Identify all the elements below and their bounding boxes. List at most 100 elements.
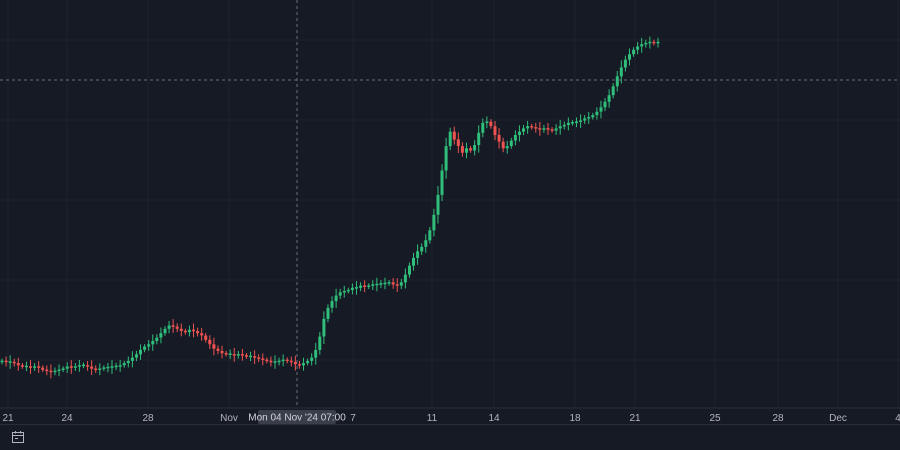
- candle-body: [126, 360, 130, 364]
- candle-up: [607, 89, 611, 108]
- x-tick-label: Dec: [829, 413, 847, 424]
- candle-up: [473, 140, 477, 156]
- candle-body: [171, 325, 175, 327]
- candle-up: [322, 311, 326, 344]
- candle-body: [114, 365, 118, 368]
- x-tick-label: Nov: [220, 413, 238, 424]
- candle-down: [171, 319, 175, 333]
- candle-down: [245, 353, 248, 359]
- candle-body: [110, 366, 114, 368]
- candle-down: [183, 328, 187, 335]
- candle-body: [428, 230, 432, 241]
- candle-up: [611, 83, 615, 99]
- candle-up: [355, 281, 358, 295]
- candle-body: [367, 285, 371, 287]
- candle-down: [37, 361, 41, 373]
- candle-body: [518, 131, 521, 135]
- candle-up: [420, 243, 424, 255]
- candle-body: [355, 287, 358, 289]
- candle-down: [200, 327, 204, 341]
- candle-up: [159, 327, 163, 344]
- candle-up: [432, 208, 436, 237]
- candle-body: [33, 366, 37, 368]
- candle-up: [236, 350, 240, 359]
- candle-up: [591, 112, 595, 120]
- x-tick-label: 18: [569, 413, 581, 424]
- candle-body: [41, 367, 45, 370]
- candle-body: [338, 292, 342, 296]
- candle-body: [53, 370, 57, 373]
- candle-body: [440, 170, 444, 195]
- candle-body: [473, 145, 477, 151]
- candle-up: [143, 344, 147, 353]
- crosshair: [0, 0, 900, 408]
- candle-up: [8, 355, 12, 369]
- candle-up: [575, 117, 578, 128]
- candle-down: [45, 365, 49, 376]
- candle-body: [359, 285, 363, 288]
- candle-up: [167, 321, 171, 334]
- candle-up: [151, 334, 155, 351]
- candle-body: [314, 349, 318, 358]
- x-tick-label: 21: [2, 413, 14, 424]
- candle-down: [391, 278, 395, 289]
- candle-body: [477, 132, 481, 145]
- candle-body: [595, 111, 599, 116]
- candle-up: [281, 354, 285, 367]
- candle-down: [265, 357, 269, 364]
- candle-body: [615, 76, 619, 87]
- candle-body: [228, 353, 232, 355]
- candle-body: [644, 42, 648, 45]
- candle-up: [98, 363, 102, 376]
- candle-body: [460, 146, 464, 153]
- candle-up: [448, 127, 452, 150]
- candle-up: [558, 119, 562, 135]
- candle-down: [297, 360, 301, 369]
- candle-up: [334, 288, 338, 308]
- candle-down: [20, 363, 24, 369]
- candle-body: [550, 129, 554, 131]
- calendar-icon[interactable]: [10, 429, 26, 445]
- candle-body: [579, 120, 583, 122]
- candle-body: [183, 330, 187, 333]
- candle-up: [640, 37, 644, 53]
- candle-down: [224, 350, 228, 357]
- candle-up: [399, 278, 403, 290]
- candle-body: [469, 148, 473, 151]
- candle-body: [497, 135, 501, 142]
- candle-body: [175, 326, 179, 329]
- candle-up: [518, 125, 521, 142]
- candle-up: [505, 140, 509, 154]
- candle-up: [628, 48, 631, 66]
- candle-body: [293, 362, 297, 365]
- candle-body: [485, 121, 489, 123]
- bottom-toolbar: [0, 424, 900, 449]
- candle-up: [73, 363, 77, 371]
- crosshair-label-text: Mon 04 Nov '24 07:00: [248, 413, 346, 424]
- candle-up: [383, 277, 387, 290]
- candle-up: [509, 137, 513, 149]
- candle-body: [648, 41, 652, 44]
- candle-down: [69, 360, 73, 374]
- candle-up: [350, 283, 354, 295]
- candle-body: [554, 128, 558, 131]
- candle-up: [648, 36, 652, 49]
- candle-body: [155, 337, 159, 341]
- candle-up: [408, 262, 411, 278]
- candle-up: [603, 98, 607, 112]
- candle-body: [86, 365, 90, 367]
- candle-up: [526, 120, 530, 134]
- candle-body: [350, 287, 354, 290]
- candle-body: [636, 46, 640, 50]
- candle-down: [257, 354, 261, 363]
- candle-down: [469, 146, 473, 153]
- candle-up: [566, 117, 570, 131]
- candle-up: [481, 118, 485, 138]
- grid-lines: [0, 0, 900, 408]
- candle-up: [522, 124, 525, 136]
- price-chart[interactable]: 21 24 28 Nov 7 11 14 18 21 25 28 Dec 4 Mon 04 Nov '2…: [0, 0, 900, 424]
- candle-down: [90, 360, 94, 375]
- candle-down: [204, 332, 208, 343]
- candle-down: [395, 278, 399, 292]
- candle-down: [460, 142, 464, 157]
